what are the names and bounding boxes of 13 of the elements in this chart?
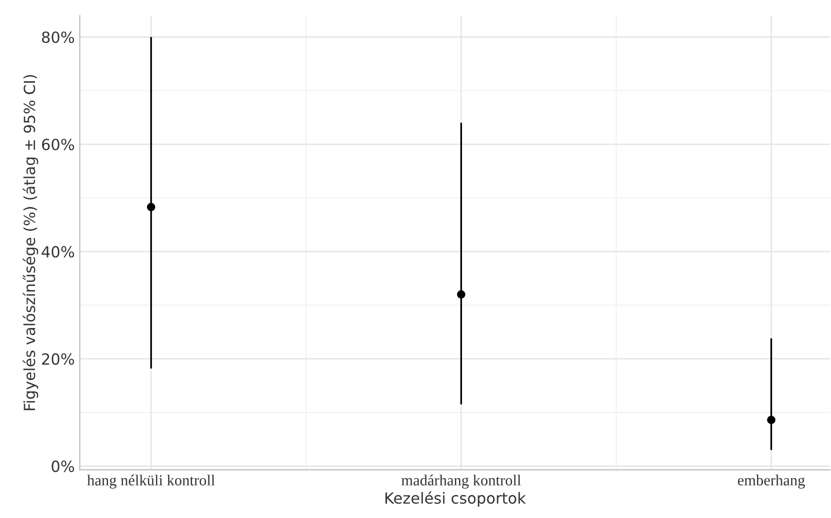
point <box>146 202 156 212</box>
y-tick-label: 20% <box>42 353 74 365</box>
y-tick-label: 0% <box>52 460 74 472</box>
point <box>457 290 466 299</box>
x-axis-title: Kezelési csoportok <box>385 491 526 507</box>
x-tick-label: emberhang <box>738 474 805 489</box>
y-tick-label: 60% <box>42 138 74 150</box>
point <box>767 416 776 424</box>
x-tick-label: hang nélküli kontroll <box>87 474 215 489</box>
y-tick-label: 80% <box>42 31 74 44</box>
y-axis-title: Figyelés valószínűsége (%) (átlag ± 95% CI) <box>22 75 38 410</box>
y-tick-label: 40% <box>42 246 74 258</box>
x-tick-label: madárhang kontroll <box>401 474 521 489</box>
